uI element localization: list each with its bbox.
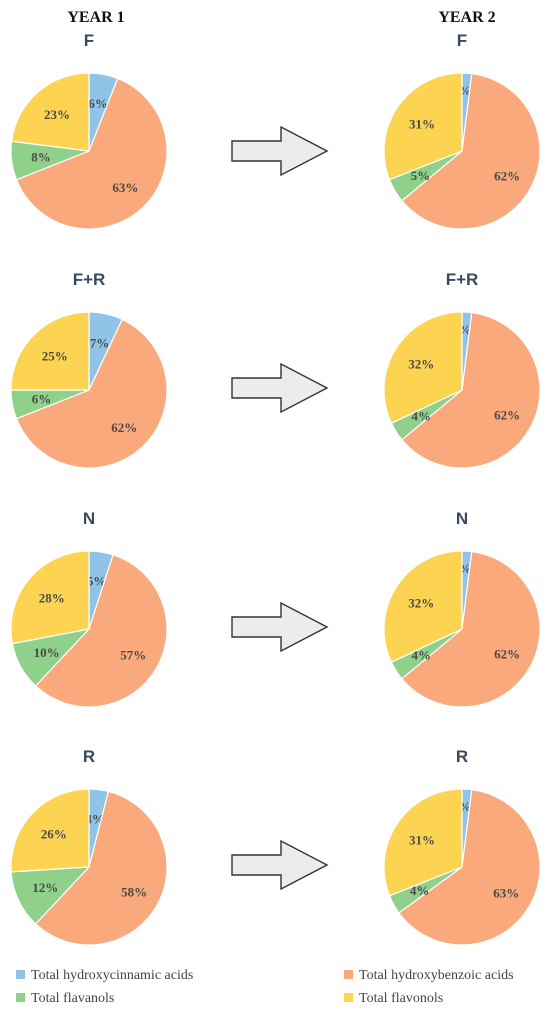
pie-data-label: 63%	[112, 180, 138, 195]
pie-data-label: 31%	[409, 116, 435, 131]
pie-title: F	[457, 31, 467, 50]
pie-slice-total-hydroxybenzoic-acids	[15, 318, 168, 469]
pie-data-label: 62%	[494, 407, 520, 422]
square-marker-icon	[16, 993, 25, 1002]
year-1-header: YEAR 1	[67, 9, 124, 26]
pie-slice-total-flavonols	[10, 311, 90, 391]
pie-chart-r-year-2: R2%63%4%31%	[383, 747, 541, 946]
legend-label: Total flavanols	[31, 991, 114, 1006]
pie-data-label: 26%	[41, 826, 67, 841]
pie-data-label: 4%	[410, 883, 430, 898]
pie-slice-total-flavonols	[383, 72, 463, 181]
pie-data-label: 10%	[34, 645, 60, 660]
pie-data-label: 28%	[39, 591, 65, 606]
pie-data-label: 63%	[493, 886, 519, 901]
year-2-header: YEAR 2	[438, 9, 495, 26]
pie-title: F+R	[73, 270, 106, 289]
pie-chart-f-plus-r-year-2: F+R2%62%4%32%	[383, 270, 541, 469]
pie-data-label: 12%	[32, 880, 58, 895]
pie-slice-total-hydroxybenzoic-acids	[34, 790, 168, 946]
pie-title: N	[456, 509, 468, 528]
pie-data-label: 62%	[111, 420, 137, 435]
pie-slice-total-flavonols	[10, 72, 90, 152]
pie-chart-f-year-2: F2%62%5%31%	[383, 31, 541, 230]
pie-slice-total-hydroxybenzoic-acids	[15, 77, 168, 230]
right-arrow-icon	[231, 125, 329, 177]
square-marker-icon	[344, 970, 353, 979]
pie-title: F+R	[446, 270, 479, 289]
right-arrow-icon	[231, 601, 329, 653]
pie-data-label: 62%	[494, 646, 520, 661]
pie-data-label: 5%	[411, 168, 431, 183]
pie-slice-total-flavonols	[10, 788, 90, 873]
pie-data-label: 23%	[44, 107, 70, 122]
pie-slice-total-hydroxybenzoic-acids	[401, 550, 541, 708]
pie-slice-total-hydroxybenzoic-acids	[398, 788, 541, 946]
right-arrow-icon	[231, 362, 329, 414]
pie-title: R	[83, 747, 95, 766]
pie-data-label: 32%	[408, 357, 434, 372]
pie-slice-total-flavonols	[383, 788, 463, 897]
pie-data-label: 8%	[31, 150, 51, 165]
pie-data-label: 6%	[32, 392, 52, 407]
pie-chart-n-year-2: N2%62%4%32%	[383, 509, 541, 708]
charts-layer: F6%63%8%23%F2%62%5%31%F+R7%62%6%25%F+R2%…	[10, 31, 541, 946]
right-arrow-icon	[231, 839, 329, 891]
pie-slice-total-flavonols	[383, 311, 463, 425]
legend-label: Total flavonols	[359, 991, 443, 1006]
pie-chart-f-plus-r-year-1: F+R 7% 62% 6% 25%	[10, 270, 168, 469]
pie-data-label: 62%	[494, 168, 520, 183]
pie-data-label: 7%	[90, 335, 110, 350]
pie-data-label: 57%	[120, 648, 146, 663]
legend-label: Total hydroxycinnamic acids	[31, 968, 193, 983]
pie-data-label: 6%	[88, 96, 108, 111]
square-marker-icon	[16, 970, 25, 979]
pie-slice-total-hydroxybenzoic-acids	[401, 311, 541, 469]
pie-data-label: 31%	[409, 832, 435, 847]
square-marker-icon	[344, 993, 353, 1002]
pie-slice-total-flavonols	[383, 550, 463, 664]
pie-chart-n-year-1: N 5% 57% 10% 28%	[10, 509, 168, 708]
legend: Total hydroxycinnamic acids Total hydroxy…	[16, 968, 514, 1006]
legend-item-total-hydroxycinnamic-acids: Total hydroxycinnamic acids	[16, 968, 193, 983]
pie-data-label: 25%	[42, 348, 68, 363]
legend-item-total-hydroxybenzoic-acids: Total hydroxybenzoic acids	[344, 968, 514, 983]
pie-slice-total-hydroxybenzoic-acids	[34, 554, 168, 708]
legend-label: Total hydroxybenzoic acids	[359, 968, 514, 983]
pie-slice-total-flavonols	[10, 550, 90, 645]
arrows-layer	[231, 125, 329, 891]
pie-chart-r-year-1: R4%58%12%26%	[10, 747, 168, 946]
pie-slice-total-hydroxybenzoic-acids	[401, 72, 541, 230]
legend-item-total-flavanols: Total flavanols	[16, 991, 114, 1006]
pie-title: F	[84, 31, 94, 50]
pie-title: R	[456, 747, 468, 766]
pie-data-label: 58%	[121, 884, 147, 899]
pie-chart-f-year-1: F 6% 63% 8% 23%	[10, 31, 168, 230]
pie-title: N	[83, 509, 95, 528]
legend-item-total-flavonols: Total flavonols	[344, 991, 443, 1006]
pie-data-label: 5%	[87, 574, 107, 589]
pie-data-label: 32%	[408, 596, 434, 611]
